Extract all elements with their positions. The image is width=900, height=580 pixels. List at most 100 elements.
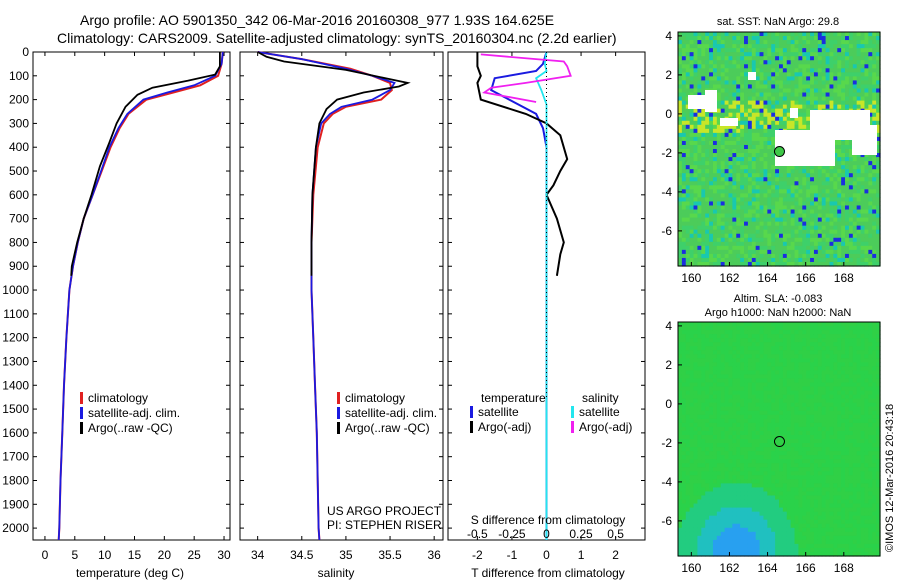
temperature-xlabel: temperature (deg C) — [76, 566, 184, 580]
legend-label: climatology — [88, 391, 148, 405]
legend-swatch — [80, 392, 83, 404]
x-tick-label: 0 — [543, 548, 550, 562]
y-tick-label: -6 — [661, 514, 672, 528]
y-tick-label: 900 — [9, 259, 29, 273]
y-tick-label: 800 — [9, 235, 29, 249]
salinity-panel: 34 34.5 35 35.5 36 climatologysatellite-adj. … — [239, 51, 444, 562]
header-line2: Climatology: CARS2009. Satellite-adjuste… — [57, 30, 617, 46]
legend-label: Argo(..raw -QC) — [345, 421, 430, 435]
legend-swatch — [337, 392, 340, 404]
sst-map-panel: 160 162 164 166 168 4 2 0 -2 -4 -6 — [661, 29, 881, 285]
map-cells — [678, 32, 881, 267]
sla-map-panel: 160 162 164 166 168 4 2 0 -2 -4 -6 — [661, 319, 881, 575]
legend-swatch — [80, 407, 83, 419]
legend-swatch — [80, 422, 83, 434]
header-line1: Argo profile: AO 5901350_342 06-Mar-2016… — [80, 12, 554, 28]
map-frame — [677, 31, 881, 267]
missing-data-patch — [790, 108, 798, 118]
y-tick-label: 0 — [22, 45, 29, 59]
y-tick-label: 1300 — [2, 354, 29, 368]
temperature-panel: 0100200300400500600700800900100011001200… — [2, 45, 231, 562]
legend-label: Argo(..raw -QC) — [88, 421, 173, 435]
x-tick-label: 20 — [158, 548, 172, 562]
x-tick-label: 35 — [339, 548, 353, 562]
series-line-1 — [57, 51, 224, 541]
plot-frame — [32, 51, 231, 541]
legend-label: Argo(-adj) — [478, 420, 531, 434]
y-tick-label: 1400 — [2, 378, 29, 392]
y-tick-label: 200 — [9, 93, 29, 107]
series-line-3 — [480, 53, 572, 103]
x-tick-label: 36 — [427, 548, 441, 562]
legend-label: Argo(-adj) — [579, 420, 632, 434]
y-tick-label: 0 — [665, 397, 672, 411]
y-tick-label: 400 — [9, 140, 29, 154]
y-tick-label: 1900 — [2, 497, 29, 511]
legend-swatch — [337, 407, 340, 419]
y-tick-label: -2 — [661, 146, 672, 160]
y-tick-label: -2 — [661, 436, 672, 450]
x-tick-label: 30 — [217, 548, 231, 562]
y-tick-label: 1100 — [3, 307, 29, 321]
x-tick-label: 34.5 — [290, 548, 314, 562]
sla-map-title2: Argo h1000: NaN h2000: NaN — [705, 307, 852, 319]
x-tick-label: 35.5 — [378, 548, 402, 562]
series-line-1 — [476, 52, 569, 276]
y-tick-label: -4 — [661, 475, 672, 489]
x-tick-label: 15 — [128, 548, 142, 562]
legend-swatch — [571, 406, 574, 418]
y-tick-label: 4 — [665, 29, 672, 43]
y-tick-label: -6 — [661, 224, 672, 238]
y-tick-label: 1800 — [2, 473, 29, 487]
s-tick-label: 0.5 — [607, 527, 624, 541]
credit-pi: PI: STEPHEN RISER — [327, 518, 442, 532]
x-tick-label: 2 — [612, 548, 619, 562]
x-tick-label: 164 — [758, 271, 778, 285]
y-tick-label: 1600 — [2, 426, 29, 440]
map-cells — [678, 322, 881, 557]
y-tick-label: -4 — [661, 185, 672, 199]
legend-swatch — [470, 406, 473, 418]
s-tick-label: -0.5 — [467, 527, 488, 541]
y-tick-label: 1200 — [2, 331, 29, 345]
x-tick-label: 25 — [188, 548, 202, 562]
missing-data-patch — [688, 95, 710, 109]
legend-label: satellite-adj. clim. — [88, 406, 180, 420]
credit-imos: ©IMOS 12-Mar-2016 20:43:18 — [884, 404, 896, 552]
difference-panel: -2 -1 0 1 2-0.5 -0.25 0 0.25 0.5temperaturesatel… — [447, 51, 646, 562]
x-tick-label: 162 — [719, 561, 739, 575]
salinity-xlabel: salinity — [318, 566, 355, 580]
y-tick-label: 600 — [9, 188, 29, 202]
y-tick-label: 0 — [665, 107, 672, 121]
missing-data-patch — [775, 130, 835, 166]
x-tick-label: 162 — [719, 271, 739, 285]
y-tick-label: 500 — [9, 164, 29, 178]
legend-heading-salinity: salinity — [582, 391, 619, 405]
x-tick-label: 166 — [796, 271, 816, 285]
missing-data-patch — [720, 118, 738, 126]
x-tick-label: -2 — [472, 548, 483, 562]
missing-data-patch — [705, 90, 717, 112]
series-line-1 — [257, 51, 396, 541]
y-tick-label: 300 — [9, 116, 29, 130]
x-tick-label: 34 — [251, 548, 265, 562]
y-tick-label: 1000 — [2, 283, 29, 297]
legend-swatch — [337, 422, 340, 434]
missing-data-patch — [852, 125, 877, 155]
s-tick-label: 0 — [543, 527, 550, 541]
x-tick-label: 160 — [681, 561, 701, 575]
series-line-2 — [70, 52, 221, 276]
y-tick-label: 100 — [9, 69, 29, 83]
plot-frame — [239, 51, 444, 541]
difference-xlabel-top: S difference from climatology — [471, 513, 626, 527]
argo-location-marker — [773, 146, 785, 158]
credit-project: US ARGO PROJECT — [327, 504, 442, 518]
x-tick-label: 168 — [834, 271, 854, 285]
y-tick-label: 1500 — [2, 402, 29, 416]
sst-map-title: sat. SST: NaN Argo: 29.8 — [717, 16, 839, 28]
legend-swatch — [571, 421, 574, 433]
y-tick-label: 2 — [665, 358, 672, 372]
series-line-0 — [257, 51, 393, 541]
x-tick-label: 166 — [796, 561, 816, 575]
legend-label: climatology — [345, 391, 405, 405]
